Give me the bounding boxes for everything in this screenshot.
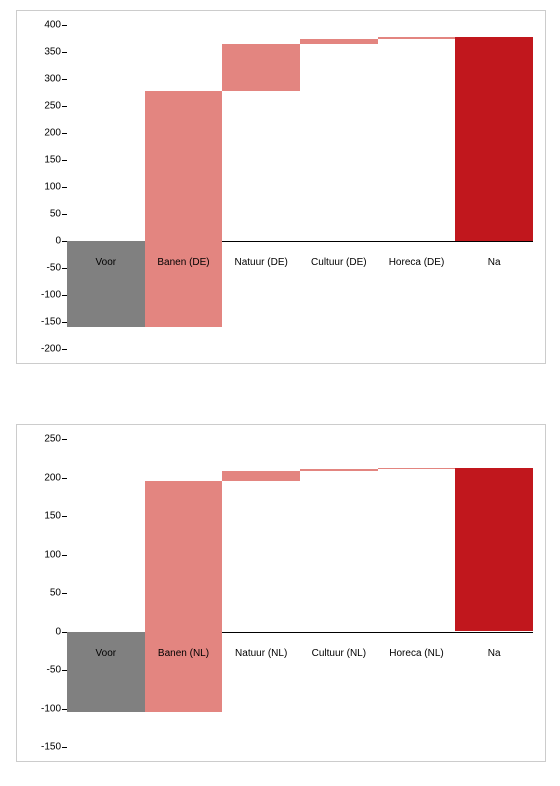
chart-de-category-label: Horeca (DE): [389, 257, 445, 268]
chart-nl-ytick-label: -150: [41, 742, 67, 753]
chart-nl-bar: [67, 632, 145, 713]
chart-de-ytick-label: 350: [44, 47, 67, 58]
chart-nl-ytick-label: 50: [50, 588, 67, 599]
chart-de-ytick-label: 150: [44, 155, 67, 166]
chart-de-category-label: Voor: [96, 257, 117, 268]
chart-nl-ytick-label: 200: [44, 472, 67, 483]
chart-nl-category-label: Banen (NL): [158, 648, 209, 659]
chart-de-category-label: Natuur (DE): [234, 257, 287, 268]
chart-de-ytick-label: -200: [41, 344, 67, 355]
chart-de-ytick-label: -150: [41, 317, 67, 328]
chart-nl-bar: [145, 481, 223, 713]
chart-de-category-label: Na: [488, 257, 501, 268]
chart-nl-ytick-label: -100: [41, 703, 67, 714]
chart-de-ytick-label: 400: [44, 20, 67, 31]
chart-nl-ytick-label: 250: [44, 434, 67, 445]
chart-de-plot: -200-150-100-50050100150200250300350400V…: [67, 25, 533, 349]
chart-nl-ytick-label: -50: [47, 665, 67, 676]
chart-nl-bar: [455, 468, 533, 631]
chart-nl-category-label: Voor: [96, 648, 117, 659]
chart-de-ytick-label: 200: [44, 128, 67, 139]
chart-nl-category-label: Na: [488, 648, 501, 659]
chart-nl-category-label: Natuur (NL): [235, 648, 287, 659]
chart-de-ytick-label: -100: [41, 290, 67, 301]
chart-nl-ytick-label: 100: [44, 549, 67, 560]
chart-nl-bar: [378, 468, 456, 469]
chart-nl-category-label: Horeca (NL): [389, 648, 443, 659]
page: -200 -150 -100 -50 0 50 100 150 200 250 300 350 400 V…: [0, 0, 560, 786]
chart-nl-ytick-label: 0: [55, 626, 67, 637]
chart-de-ytick-label: 300: [44, 74, 67, 85]
chart-de-ytick-label: -50: [47, 263, 67, 274]
chart-de-frame: -200 -150 -100 -50 0 50 100 150 200 250 300 350 400 V…: [16, 10, 546, 364]
chart-de-bar: [145, 91, 223, 328]
chart-nl-category-label: Cultuur (NL): [312, 648, 366, 659]
chart-de-bar: [67, 241, 145, 327]
chart-de-bar: [300, 39, 378, 44]
chart-de-category-label: Cultuur (DE): [311, 257, 367, 268]
chart-nl-plot: -150-100-50050100150200250VoorBanen (NL)…: [67, 439, 533, 747]
chart-de-ytick-label: 50: [50, 209, 67, 220]
chart-de-category-label: Banen (DE): [157, 257, 209, 268]
chart-nl-bar: [222, 471, 300, 480]
chart-de-bar: [222, 44, 300, 91]
chart-nl-ytick-label: 150: [44, 511, 67, 522]
chart-nl-bar: [300, 469, 378, 471]
chart-nl-frame: -150 -100 -50 0 50 100 150 200 250 Voor Banen (NL)…: [16, 424, 546, 762]
chart-de-ytick-label: 100: [44, 182, 67, 193]
chart-de-ytick-label: 0: [55, 236, 67, 247]
chart-de-ytick-label: 250: [44, 101, 67, 112]
chart-de-bar: [455, 37, 533, 241]
chart-de-bar: [378, 37, 456, 39]
